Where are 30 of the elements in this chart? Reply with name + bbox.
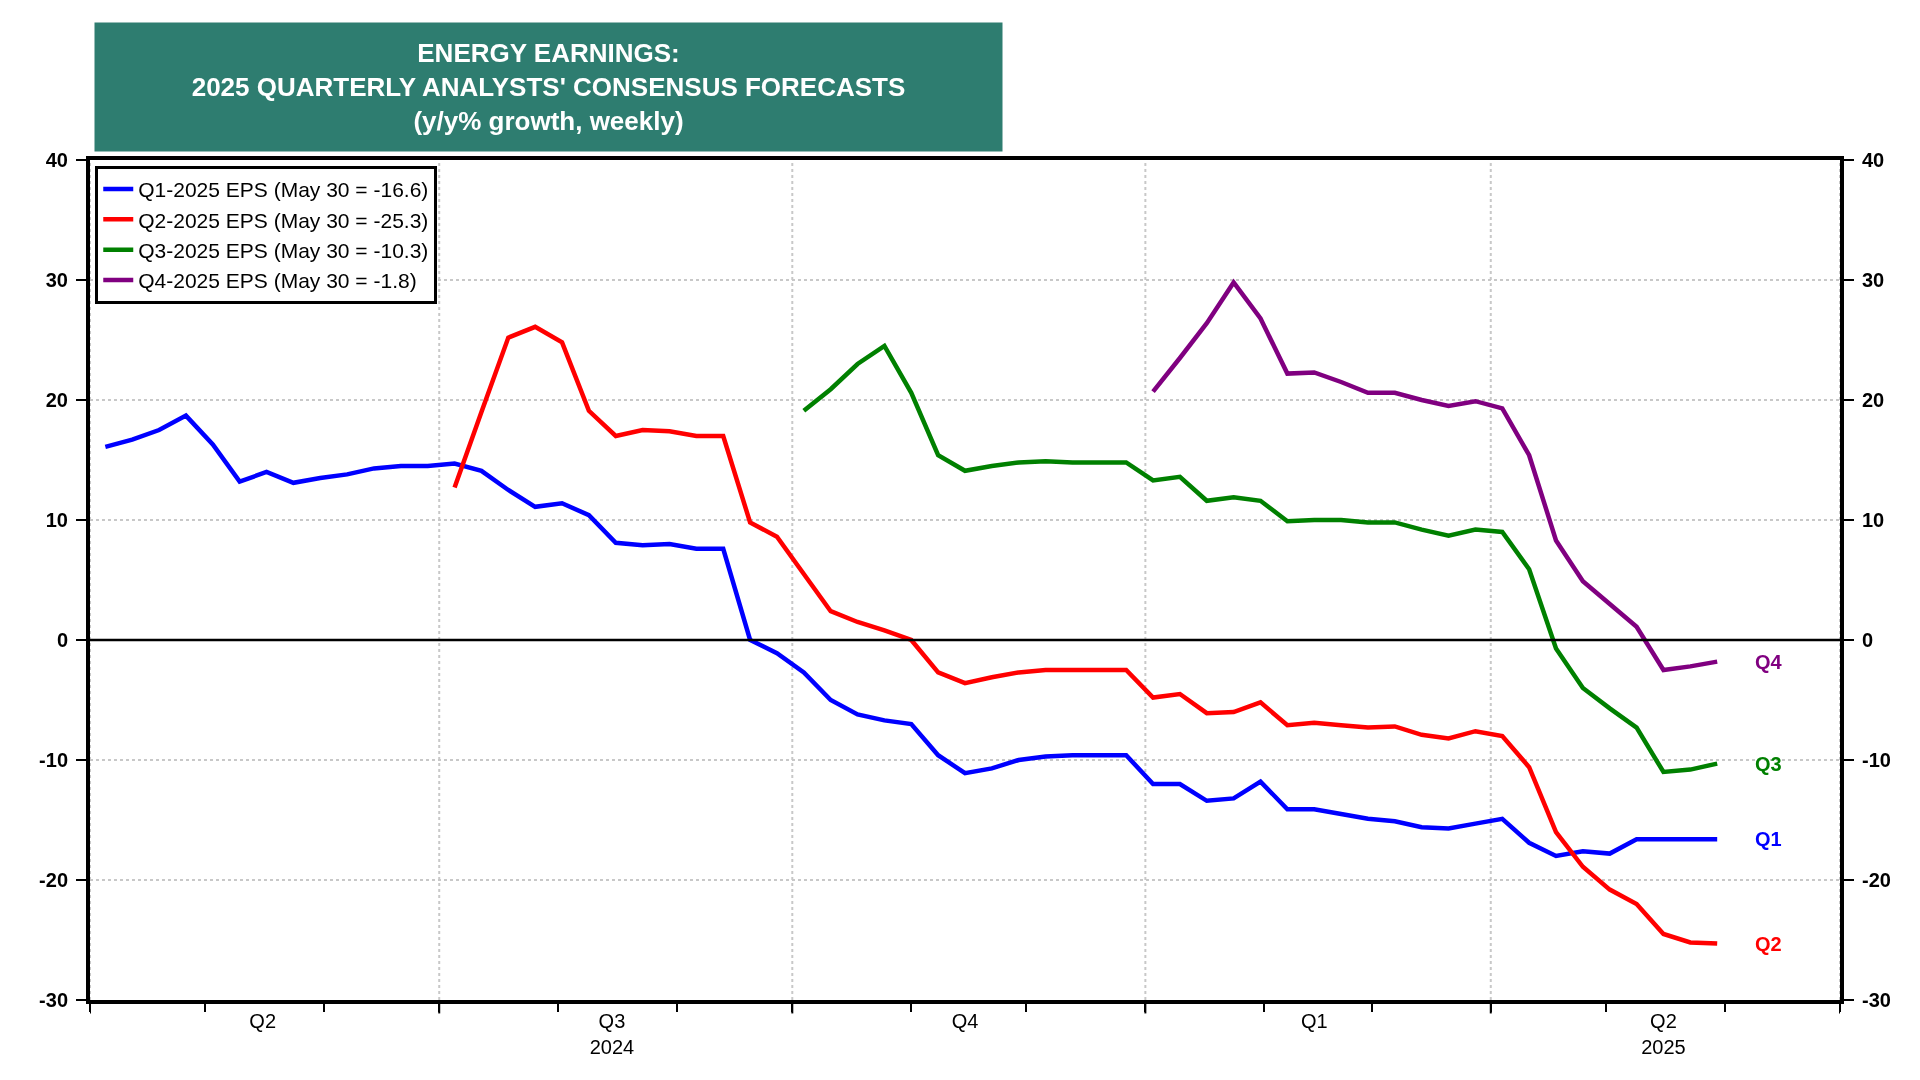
y-tick-label: 20 [45, 389, 68, 411]
y2-tick-label: 40 [1862, 149, 1885, 171]
annotation: Q3 [1755, 753, 1782, 775]
y2-tick-label: 0 [1862, 629, 1874, 651]
legend-label: Q4-2025 EPS (May 30 = -1.8) [138, 269, 417, 293]
legend-label: Q1-2025 EPS (May 30 = -16.6) [138, 178, 429, 202]
chart-title: ENERGY EARNINGS: 2025 QUARTERLY ANALYSTS' CONSENSUS FORECASTS (y/y% growth, weekly) [191, 38, 906, 136]
annotation: Q2 [1755, 933, 1782, 955]
y-tick-label: -30 [39, 989, 68, 1011]
y2-tick-label: -30 [1862, 989, 1891, 1011]
y-tick-label: 40 [45, 149, 68, 171]
y2-tick-label: -20 [1862, 869, 1891, 891]
y-tick-label: -20 [39, 869, 68, 891]
y2-tick-label: -10 [1862, 749, 1891, 771]
y2-tick-label: 30 [1862, 269, 1885, 291]
x-tick-label: Q4 [951, 1010, 979, 1032]
x-tick-label: Q3 2024 [589, 1010, 635, 1058]
y2-tick-label: 10 [1862, 509, 1885, 531]
y-tick-label: -10 [39, 749, 68, 771]
x-tick-label: Q1 [1300, 1010, 1328, 1032]
y2-tick-label: 20 [1862, 389, 1885, 411]
x-tick-label: Q2 [249, 1010, 277, 1032]
y-tick-label: 30 [45, 269, 68, 291]
y-tick-label: 10 [45, 509, 68, 531]
legend-label: Q2-2025 EPS (May 30 = -25.3) [138, 208, 429, 232]
annotation: Q4 [1755, 651, 1783, 673]
y-tick-label: 0 [56, 629, 68, 651]
annotation: Q1 [1755, 828, 1782, 850]
x-tick-label: Q2 2025 [1641, 1010, 1686, 1058]
legend-label: Q3-2025 EPS (May 30 = -10.3) [138, 238, 429, 262]
